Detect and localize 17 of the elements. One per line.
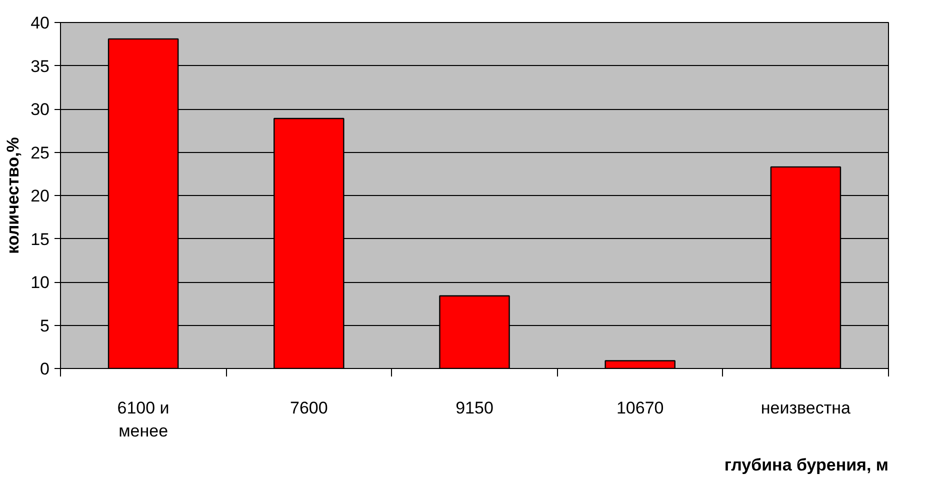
y-tick-label: 5: [40, 316, 50, 336]
y-axis-title: количество,%: [4, 137, 23, 254]
x-axis-title: глубина бурения, м: [724, 456, 889, 474]
y-tick-label: 20: [30, 186, 50, 206]
y-tick-label: 35: [30, 56, 50, 76]
y-tick-label: 30: [30, 100, 50, 119]
y-tick-label: 15: [30, 230, 50, 249]
y-tick-label: 10: [30, 273, 50, 292]
y-tick-label: 0: [40, 360, 50, 378]
x-tick-label: 10670: [616, 398, 664, 418]
x-tick-label: 9150: [456, 398, 494, 418]
x-tick-label: неизвестна: [760, 398, 852, 418]
x-tick-label: 7600: [290, 398, 328, 418]
x-tick-label: 6100 и менее: [117, 398, 170, 440]
y-tick-label: 40: [30, 14, 50, 32]
y-tick-label: 25: [30, 143, 50, 162]
bar: [604, 360, 676, 368]
